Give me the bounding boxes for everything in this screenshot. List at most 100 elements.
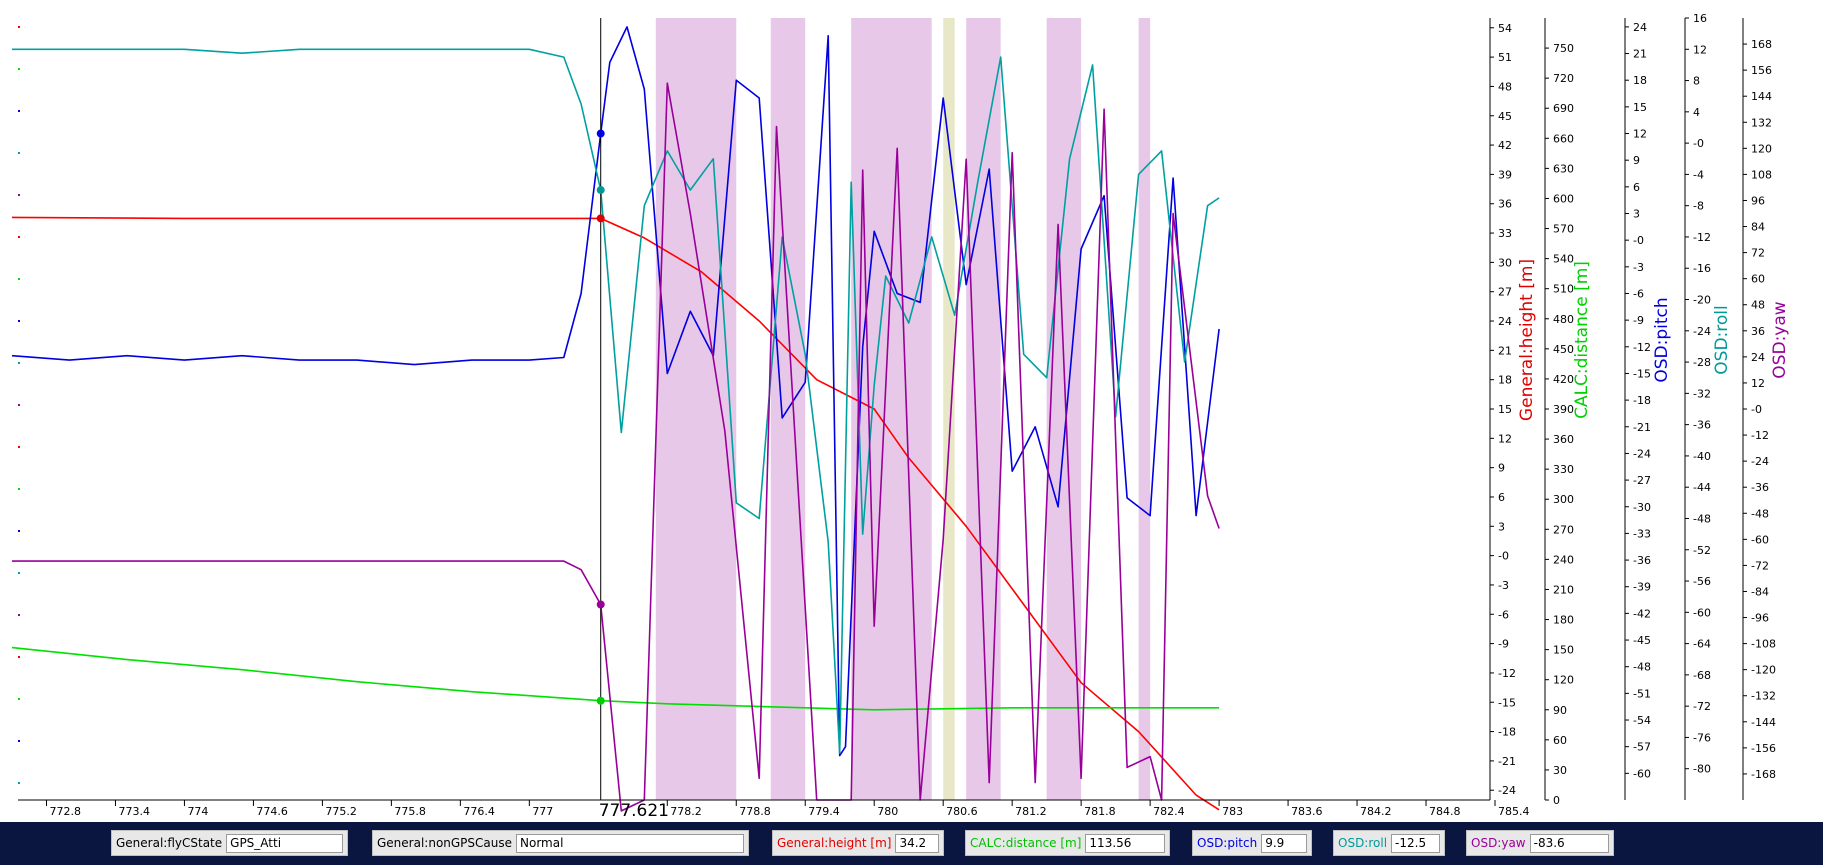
x-tick-label: 775.8 bbox=[394, 805, 426, 818]
x-tick-label: 773.4 bbox=[118, 805, 150, 818]
cursor-marker bbox=[596, 214, 605, 223]
y-tick-label: -21 bbox=[1633, 421, 1651, 434]
y-tick-label: -24 bbox=[1633, 447, 1651, 460]
y-axis-title: General:height [m] bbox=[1517, 259, 1537, 421]
y-tick-label: 540 bbox=[1553, 253, 1574, 266]
y-tick-label: 180 bbox=[1553, 614, 1574, 627]
chart-canvas[interactable]: 777.621 772.8 773.4 774 774.6 775.2 775.8 776.… bbox=[0, 0, 1823, 820]
field-distance-value[interactable]: 113.56 bbox=[1085, 833, 1165, 853]
y-tick-label: -68 bbox=[1693, 669, 1711, 682]
y-tick-label: 15 bbox=[1498, 403, 1512, 416]
shaded-region bbox=[1046, 18, 1082, 800]
y-tick-label: -15 bbox=[1498, 696, 1516, 709]
field-yaw-value[interactable]: -83.6 bbox=[1529, 833, 1609, 853]
y-tick-label: -18 bbox=[1498, 726, 1516, 739]
shaded-region bbox=[1138, 18, 1151, 800]
y-tick-label: 240 bbox=[1553, 553, 1574, 566]
y-tick-label: 42 bbox=[1498, 139, 1512, 152]
y-tick-label: 90 bbox=[1553, 704, 1567, 717]
y-tick-label: 420 bbox=[1553, 373, 1574, 386]
y-tick-label: -18 bbox=[1633, 394, 1651, 407]
y-tick-label: -6 bbox=[1498, 608, 1509, 621]
edge-tick bbox=[18, 614, 20, 616]
x-tick-label: 785.4 bbox=[1498, 805, 1530, 818]
y-tick-label: 18 bbox=[1498, 374, 1512, 387]
edge-tick bbox=[18, 278, 20, 280]
y-tick-label: -8 bbox=[1693, 200, 1704, 213]
field-roll-value[interactable]: -12.5 bbox=[1391, 833, 1440, 853]
y-tick-label: 27 bbox=[1498, 286, 1512, 299]
y-tick-label: 3 bbox=[1498, 520, 1505, 533]
y-tick-label: -132 bbox=[1751, 690, 1776, 703]
field-height-value[interactable]: 34.2 bbox=[895, 833, 939, 853]
y-tick-label: 330 bbox=[1553, 463, 1574, 476]
x-tick-label: 778.8 bbox=[739, 805, 771, 818]
y-tick-label: -64 bbox=[1693, 638, 1711, 651]
x-tick-label: 782.4 bbox=[1153, 805, 1185, 818]
field-nongpscause: General:nonGPSCause Normal bbox=[372, 830, 749, 856]
cursor[interactable]: 777.621 bbox=[596, 18, 669, 820]
cursor-marker bbox=[596, 129, 605, 138]
y-tick-label: -48 bbox=[1693, 512, 1711, 525]
x-tick-label: 780.6 bbox=[946, 805, 978, 818]
y-tick-label: -60 bbox=[1693, 606, 1711, 619]
y-tick-label: -48 bbox=[1633, 661, 1651, 674]
y-tick-label: -120 bbox=[1751, 664, 1776, 677]
field-pitch-value[interactable]: 9.9 bbox=[1261, 833, 1307, 853]
x-tick-label: 775.2 bbox=[325, 805, 357, 818]
y-tick-label: 72 bbox=[1751, 247, 1765, 260]
left-edge-ticks bbox=[18, 26, 20, 784]
series-line bbox=[11, 26, 1220, 757]
shaded-region bbox=[943, 18, 955, 800]
field-flycstate-value[interactable]: GPS_Atti bbox=[226, 833, 343, 853]
y-tick-label: 48 bbox=[1498, 80, 1512, 93]
y-tick-label: -36 bbox=[1633, 554, 1651, 567]
y-tick-label: -0 bbox=[1693, 137, 1704, 150]
field-nongpscause-value[interactable]: Normal bbox=[516, 833, 744, 853]
y-tick-label: 24 bbox=[1633, 21, 1647, 34]
y-tick-label: -12 bbox=[1693, 231, 1711, 244]
y-tick-label: 6 bbox=[1498, 491, 1505, 504]
x-tick-label: 783.6 bbox=[1291, 805, 1323, 818]
y-tick-label: 96 bbox=[1751, 194, 1765, 207]
y-tick-label: -32 bbox=[1693, 387, 1711, 400]
y-tick-label: -36 bbox=[1751, 481, 1769, 494]
edge-tick bbox=[18, 488, 20, 490]
y-tick-label: 12 bbox=[1693, 43, 1707, 56]
y-tick-label: -9 bbox=[1633, 314, 1644, 327]
y-axis-title: OSD:pitch bbox=[1652, 297, 1672, 382]
y-tick-label: -40 bbox=[1693, 450, 1711, 463]
y-tick-label: -24 bbox=[1498, 784, 1516, 797]
y-tick-label: 480 bbox=[1553, 313, 1574, 326]
y-tick-label: -72 bbox=[1693, 700, 1711, 713]
edge-tick bbox=[18, 26, 20, 28]
y-axes: 545148454239363330272421181512963-0-3-6-… bbox=[1489, 12, 1790, 807]
y-tick-label: 3 bbox=[1633, 208, 1640, 221]
field-nongpscause-label: General:nonGPSCause bbox=[377, 836, 513, 850]
y-tick-label: 9 bbox=[1498, 462, 1505, 475]
field-height-label: General:height [m] bbox=[777, 836, 892, 850]
field-distance-label: CALC:distance [m] bbox=[970, 836, 1082, 850]
field-yaw: OSD:yaw -83.6 bbox=[1466, 830, 1614, 856]
edge-tick bbox=[18, 110, 20, 112]
cursor-label: 777.621 bbox=[599, 801, 669, 820]
y-tick-label: 630 bbox=[1553, 162, 1574, 175]
y-tick-label: 156 bbox=[1751, 64, 1772, 77]
y-tick-label: -15 bbox=[1633, 367, 1651, 380]
y-tick-label: 120 bbox=[1553, 674, 1574, 687]
cursor-marker bbox=[596, 186, 605, 195]
field-roll-label: OSD:roll bbox=[1338, 836, 1388, 850]
y-tick-label: -72 bbox=[1751, 559, 1769, 572]
y-tick-label: -20 bbox=[1693, 294, 1711, 307]
y-tick-label: 450 bbox=[1553, 343, 1574, 356]
y-tick-label: 60 bbox=[1751, 273, 1765, 286]
y-axis-title: OSD:roll bbox=[1712, 305, 1732, 374]
y-tick-label: 0 bbox=[1553, 794, 1560, 807]
y-tick-label: 132 bbox=[1751, 116, 1772, 129]
y-tick-label: -24 bbox=[1693, 325, 1711, 338]
y-tick-label: 8 bbox=[1693, 75, 1700, 88]
y-tick-label: 51 bbox=[1498, 51, 1512, 64]
series-line bbox=[11, 646, 1220, 711]
edge-tick bbox=[18, 152, 20, 154]
y-tick-label: -52 bbox=[1693, 544, 1711, 557]
